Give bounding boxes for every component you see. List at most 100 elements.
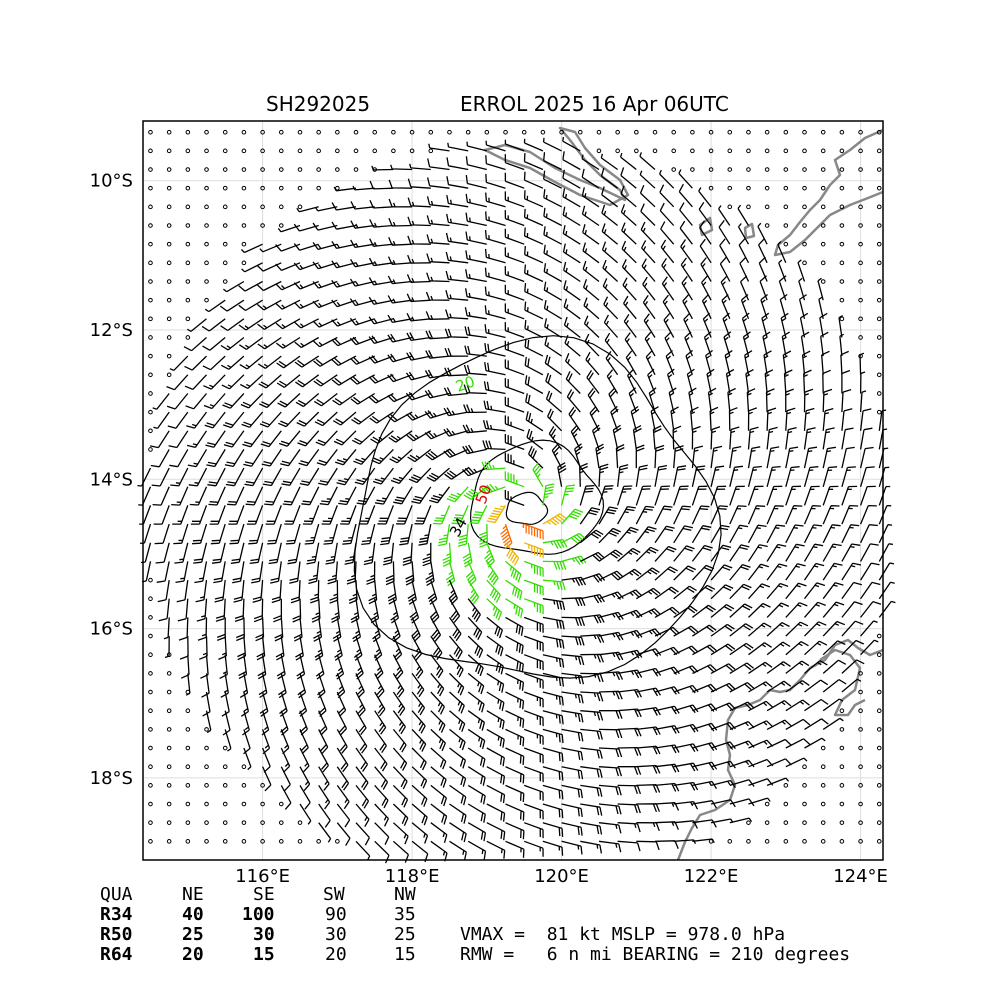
wind-barb [654, 744, 680, 754]
calm-marker [278, 148, 284, 154]
wind-barb [822, 485, 839, 506]
wind-barb [706, 368, 715, 394]
calm-marker [802, 839, 807, 844]
wind-barb [374, 654, 384, 680]
wind-barb [229, 523, 245, 545]
wind-barb [766, 777, 790, 787]
wind-barb [505, 616, 524, 636]
wind-barb [373, 635, 383, 661]
calm-marker [222, 148, 228, 154]
wind-barb [465, 231, 487, 245]
wind-barb [336, 729, 348, 754]
calm-marker [820, 148, 826, 154]
wind-barb [426, 234, 450, 245]
calm-marker [185, 820, 191, 825]
wind-barb [249, 542, 264, 565]
wind-barb [186, 411, 208, 429]
calm-marker [222, 260, 228, 266]
wind-barb [692, 664, 718, 674]
wind-barb [392, 840, 410, 863]
wind-barb [318, 467, 338, 486]
calm-marker [204, 279, 209, 284]
wind-barb [710, 584, 734, 600]
wind-barb [804, 601, 826, 618]
calm-marker [876, 335, 882, 340]
wind-barb [822, 524, 841, 544]
wind-barb [313, 374, 338, 387]
wind-barb [407, 254, 431, 264]
calm-marker [876, 372, 882, 378]
wind-barb [188, 467, 208, 487]
wind-barb [387, 314, 413, 324]
wind-barb [841, 427, 854, 450]
calm-marker [148, 204, 153, 210]
wind-barb [482, 420, 506, 432]
wind-barb [673, 465, 687, 487]
wind-barb [280, 785, 292, 810]
wind-barb [465, 175, 487, 189]
wind-barb [445, 290, 469, 301]
wind-barb [336, 785, 350, 810]
wind-barb [387, 333, 413, 343]
wind-barb [444, 467, 469, 480]
calm-marker [148, 391, 153, 396]
wind-barb [692, 644, 717, 656]
wind-barb [355, 766, 369, 791]
wind-barb [244, 467, 264, 487]
wind-barb [744, 350, 753, 375]
wind-barb [561, 710, 584, 723]
wind-barb [297, 673, 307, 699]
wind-barb [601, 186, 618, 208]
calm-marker [802, 204, 807, 210]
wind-barb [259, 243, 282, 253]
wind-barb [841, 504, 859, 525]
wind-barb [224, 449, 245, 468]
wind-barb [841, 446, 855, 469]
calm-marker [876, 727, 882, 732]
wind-barb [670, 406, 679, 431]
wind-barb [604, 332, 619, 357]
calm-marker [278, 223, 284, 228]
calm-marker [335, 839, 340, 844]
wind-barb [759, 275, 768, 301]
wind-barb [635, 505, 655, 525]
wind-barb [661, 276, 675, 301]
calm-marker [858, 727, 863, 732]
wind-barb [542, 766, 564, 781]
wind-barb [504, 210, 525, 227]
calm-marker [802, 223, 807, 228]
wind-barb [563, 261, 581, 283]
wind-barb [236, 617, 245, 642]
wind-barb [248, 523, 264, 545]
wind-barb [407, 235, 431, 245]
wind-barb [560, 484, 576, 506]
wind-barb [739, 256, 750, 282]
lon-tick-label: 120°E [534, 866, 589, 887]
calm-marker [166, 223, 172, 228]
wind-barb [598, 690, 623, 700]
wind-barb [745, 369, 754, 394]
wind-barb [635, 464, 648, 487]
wind-barb [729, 623, 754, 637]
wind-barb [563, 280, 581, 301]
wind-barb [465, 269, 487, 283]
wind-barb [387, 256, 413, 266]
calm-marker [746, 148, 751, 154]
wind-barb [152, 486, 170, 506]
wind-barb [654, 485, 670, 506]
wind-barb [411, 710, 426, 734]
wind-barb [603, 314, 619, 338]
wind-barb [486, 579, 501, 603]
wind-barb [841, 466, 856, 487]
calm-marker [260, 148, 265, 154]
wind-barb [193, 542, 208, 564]
wind-barb [369, 180, 394, 190]
wind-barb [346, 561, 357, 585]
wind-barb [406, 351, 431, 361]
wind-barb [523, 766, 544, 783]
calm-marker [577, 129, 583, 135]
wind-barb [407, 216, 431, 227]
wind-barb [310, 580, 320, 604]
wind-barb [430, 803, 448, 825]
wind-barb [579, 462, 588, 487]
